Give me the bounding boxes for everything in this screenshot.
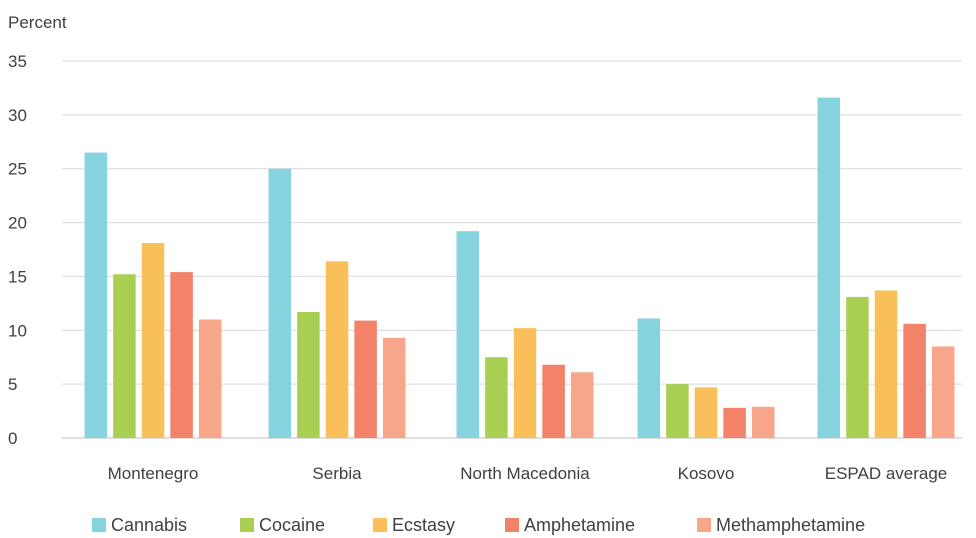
bar-methamphetamine (198, 319, 222, 438)
legend-item-ecstasy: Ecstasy (373, 515, 455, 535)
bar-amphetamine (542, 364, 565, 438)
y-tick-label: 35 (8, 52, 27, 71)
legend-label: Cannabis (111, 515, 187, 535)
legend-swatch (92, 518, 106, 532)
bar-cannabis (817, 97, 841, 438)
bar-methamphetamine (570, 372, 594, 438)
y-tick-label: 30 (8, 106, 27, 125)
bar-cannabis (456, 231, 480, 438)
bar-ecstasy (325, 261, 349, 438)
category-labels: Montenegro Serbia North Macedonia Kosovo ESP… (108, 464, 948, 483)
y-tick-label: 25 (8, 160, 27, 179)
bar-cocaine (297, 311, 320, 438)
y-tick-label: 10 (8, 321, 27, 340)
bar-cocaine (113, 274, 136, 438)
legend: Cannabis Cocaine Ecstasy Amphetamine Methamp… (92, 515, 865, 535)
bar-methamphetamine (382, 337, 406, 438)
legend-swatch (697, 518, 711, 532)
category-label: Kosovo (678, 464, 735, 483)
bar-ecstasy (874, 290, 898, 438)
legend-label: Ecstasy (392, 515, 455, 535)
bar-amphetamine (170, 272, 193, 438)
bar-cocaine (666, 384, 689, 438)
y-axis-label: Percent (8, 13, 67, 32)
legend-item-cannabis: Cannabis (92, 515, 187, 535)
legend-swatch (373, 518, 387, 532)
bar-cannabis (637, 318, 661, 438)
legend-item-methamphetamine: Methamphetamine (697, 515, 865, 535)
y-tick-label: 5 (8, 375, 17, 394)
bar-cocaine (485, 357, 508, 438)
bar-ecstasy (694, 387, 718, 438)
bar-ecstasy (141, 243, 165, 438)
category-label: Montenegro (108, 464, 199, 483)
legend-label: Methamphetamine (716, 515, 865, 535)
bar-methamphetamine (931, 346, 955, 438)
bar-amphetamine (723, 407, 746, 438)
legend-label: Amphetamine (524, 515, 635, 535)
y-tick-label: 0 (8, 429, 17, 448)
bar-cocaine (846, 296, 869, 438)
legend-item-cocaine: Cocaine (240, 515, 325, 535)
category-label: ESPAD average (825, 464, 948, 483)
bar-amphetamine (903, 323, 926, 438)
bar-cannabis (84, 152, 108, 439)
bars (84, 97, 955, 439)
legend-item-amphetamine: Amphetamine (505, 515, 635, 535)
bar-cannabis (268, 168, 292, 438)
legend-swatch (505, 518, 519, 532)
category-label: Serbia (312, 464, 362, 483)
bar-amphetamine (354, 320, 377, 438)
y-tick-label: 15 (8, 267, 27, 286)
y-tick-label: 20 (8, 214, 27, 233)
y-tick-labels: 0 5 10 15 20 25 30 35 (8, 52, 27, 448)
category-label: North Macedonia (460, 464, 590, 483)
bar-ecstasy (513, 328, 537, 438)
legend-label: Cocaine (259, 515, 325, 535)
bar-methamphetamine (751, 406, 775, 438)
legend-swatch (240, 518, 254, 532)
